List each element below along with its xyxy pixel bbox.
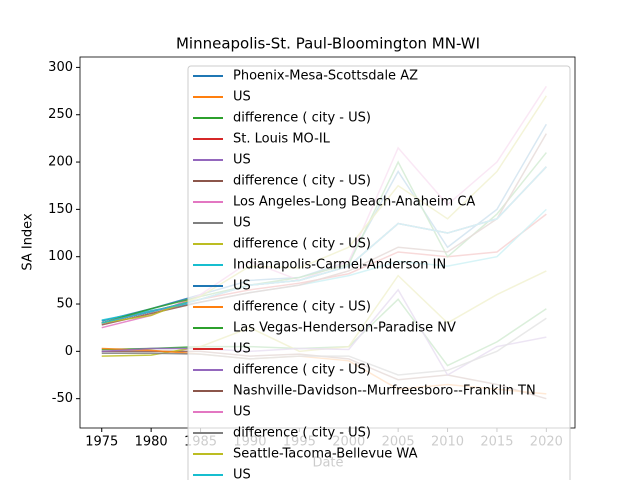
legend-label: Indianapolis-Carmel-Anderson IN [233, 258, 446, 273]
legend-label: Las Vegas-Henderson-Paradise NV [233, 321, 456, 336]
legend-label: US [233, 405, 251, 420]
legend-label: US [233, 90, 251, 105]
x-tick-label: 1975 [85, 435, 118, 450]
legend-label: Seattle-Tacoma-Bellevue WA [233, 447, 418, 462]
legend-label: US [233, 153, 251, 168]
legend-label: Los Angeles-Long Beach-Anaheim CA [233, 195, 475, 210]
y-tick-label: 300 [48, 60, 73, 75]
legend-label: difference ( city - US) [233, 300, 371, 315]
legend-label: difference ( city - US) [233, 426, 371, 441]
y-tick-label: 250 [48, 107, 73, 122]
y-tick-label: 50 [56, 297, 73, 312]
legend-label: difference ( city - US) [233, 174, 371, 189]
legend-label: Phoenix-Mesa-Scottsdale AZ [233, 69, 418, 84]
x-tick-label: 1980 [135, 435, 168, 450]
y-tick-label: 0 [65, 344, 73, 359]
legend-label: US [233, 468, 251, 480]
legend-label: difference ( city - US) [233, 111, 371, 126]
y-tick-label: 150 [48, 202, 73, 217]
legend-label: St. Louis MO-IL [233, 132, 331, 147]
legend-label: US [233, 279, 251, 294]
y-tick-label: 100 [48, 249, 73, 264]
legend-label: Nashville-Davidson--Murfreesboro--Frankl… [233, 384, 536, 399]
legend-label: difference ( city - US) [233, 363, 371, 378]
legend-label: difference ( city - US) [233, 237, 371, 252]
chart-title: Minneapolis-St. Paul-Bloomington MN-WI [176, 35, 480, 53]
legend-label: US [233, 216, 251, 231]
y-tick-label: -50 [52, 391, 73, 406]
y-axis-label: SA Index [21, 213, 36, 271]
legend-box [187, 65, 571, 480]
legend-label: US [233, 342, 251, 357]
y-tick-label: 200 [48, 155, 73, 170]
